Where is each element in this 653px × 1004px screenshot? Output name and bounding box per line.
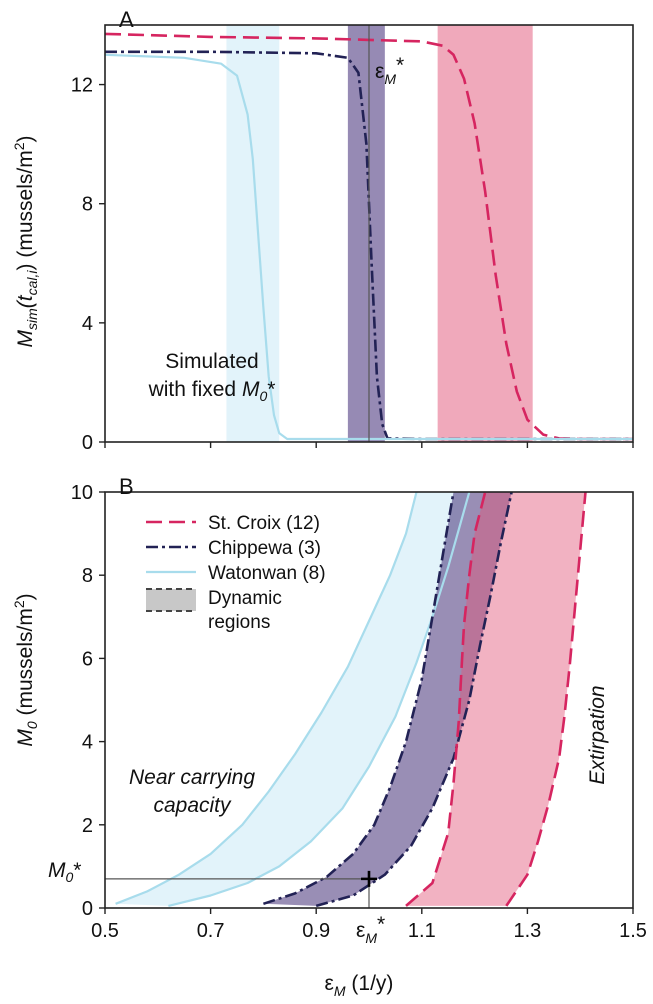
panel-b-ytick-label-0: 0 (82, 898, 93, 920)
panel-b-text-left-line2: capacity (153, 794, 232, 817)
panel-b-xtick-label-5: 1.5 (619, 920, 647, 942)
panel-b-eps-star-label: εM* (356, 913, 385, 946)
panel-b-ytick-label-5: 10 (71, 482, 93, 504)
legend-label-0: St. Croix (12) (208, 513, 320, 534)
panel-a-ytick-label-1: 4 (82, 313, 93, 335)
panel-a-region-2 (437, 25, 533, 442)
panel-a-ytick-label-0: 0 (82, 432, 93, 454)
panel-b-series-lower-0 (115, 491, 418, 905)
panel-a-ytick-label-3: 12 (71, 75, 93, 97)
panel-a-annotation-line1: Simulated (165, 350, 258, 373)
panel-b-dynamic-regions (115, 492, 586, 906)
legend-label-2: Watonwan (8) (208, 563, 326, 584)
panel-b-ylabel: M0 (mussels/m2) (11, 593, 40, 746)
legend-label-1: Chippewa (3) (208, 538, 321, 559)
panel-a-dynamic-regions (226, 25, 533, 442)
panel-b-series-upper-1 (315, 491, 513, 908)
panel-b-axes: 0 2 4 6 8 10 0.5 0.7 0.9 1.1 1.3 1.5 B M0 (mussels/m2… (11, 474, 647, 999)
panel-a-frame (104, 24, 634, 443)
panel-a-ylabel: Msim(tcal,i) (mussels/m2) (11, 136, 40, 348)
legend-region-swatch (146, 589, 196, 611)
panel-b-xtick-label-4: 1.3 (513, 920, 541, 942)
panel-b-legend: St. Croix (12) Chippewa (3) Watonwan (8) Dy… (146, 513, 326, 633)
panel-a-series-line-2 (104, 53, 633, 441)
panel-b-series-lower-1 (262, 491, 455, 906)
panel-b-xtick-label-0: 0.5 (91, 920, 119, 942)
panel-b-series-lower-2 (405, 491, 487, 907)
panel-a-series-line-0 (104, 32, 633, 441)
panel-b-letter: B (119, 474, 134, 499)
panel-a-letter: A (119, 7, 134, 32)
legend-region-label-line2: regions (208, 612, 270, 633)
panel-a-axes: 0 4 8 12 A Msim(tcal,i) (mussels/m2) εM* Simula… (11, 7, 634, 454)
panel-b-xtick-label-1: 0.7 (197, 920, 225, 942)
panel-b-ytick-label-2: 4 (82, 732, 93, 754)
panel-b-text-right: Extirpation (586, 685, 609, 784)
panel-b-xlabel: εM (1/y) (325, 972, 394, 999)
legend-region-label-line1: Dynamic (208, 588, 282, 609)
panel-a-annotation-line2: with fixed M0* (148, 378, 276, 404)
panel-b-series-upper-0 (168, 491, 471, 907)
panel-b-xtick-label-2: 0.9 (302, 920, 330, 942)
panel-b-ytick-label-1: 2 (82, 815, 93, 837)
panel-a-ytick-label-2: 8 (82, 194, 93, 216)
panel-b-annotations: Near carrying capacity Extirpation (129, 685, 609, 817)
panel-b-ytick-label-4: 8 (82, 565, 93, 587)
panel-b-region-1 (263, 492, 512, 906)
panel-a-region-1 (347, 25, 385, 442)
panel-b-series-lines (115, 491, 587, 908)
panel-b-m0-star-label: M0* (48, 859, 81, 885)
panel-b-text-left-line1: Near carrying (129, 766, 255, 789)
panel-b-ytick-label-3: 6 (82, 648, 93, 670)
panel-b-frame (104, 491, 634, 909)
panel-b-region-2 (406, 492, 586, 906)
panel-a-region-0 (226, 25, 280, 442)
panel-b-series-upper-2 (505, 491, 587, 907)
panel-b-reference-lines (105, 870, 377, 908)
panel-b-xtick-label-3: 1.1 (408, 920, 436, 942)
panel-b-marker (361, 870, 377, 887)
panel-a-eps-star-label: εM* (375, 54, 404, 87)
